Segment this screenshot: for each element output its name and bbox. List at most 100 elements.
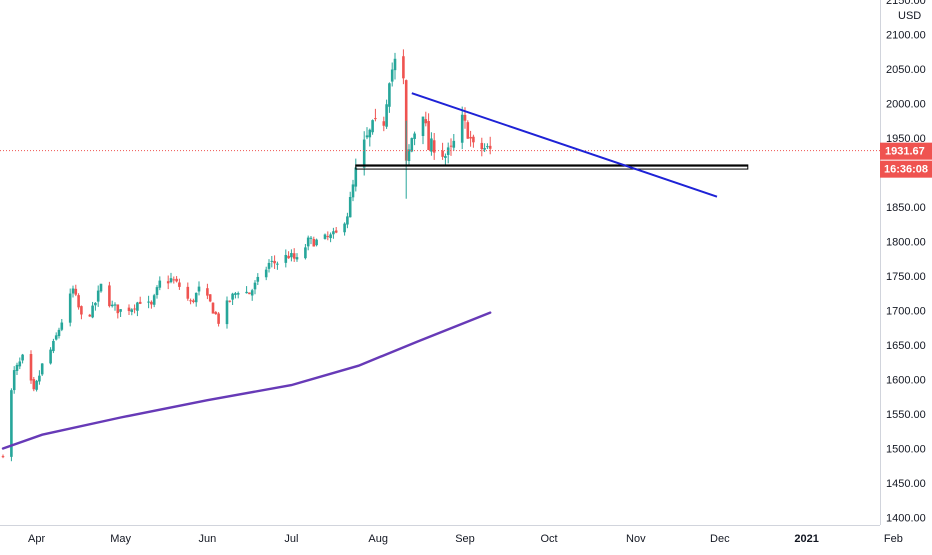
candle <box>152 293 156 308</box>
candle <box>374 108 377 122</box>
candle <box>15 362 19 376</box>
candle-body <box>119 309 122 312</box>
candle-body <box>343 223 346 233</box>
candle-body <box>208 294 212 302</box>
candle <box>49 347 52 365</box>
candle <box>130 308 134 316</box>
candle-body <box>127 307 131 312</box>
candle-body <box>40 363 44 375</box>
candle-body <box>99 283 103 292</box>
candle <box>287 251 290 259</box>
candle-body <box>57 329 61 337</box>
candle-body <box>326 236 330 238</box>
candle <box>54 332 58 341</box>
candle-body <box>421 116 425 136</box>
candle <box>225 296 229 329</box>
candle <box>469 130 472 147</box>
candle <box>488 136 492 155</box>
y-tick-label: 1600.00 <box>886 375 926 387</box>
countdown-tag-text: 16:36:08 <box>884 164 928 176</box>
candle-body <box>236 293 240 295</box>
candle-body <box>306 237 310 247</box>
candle <box>486 143 489 150</box>
x-tick-label: Apr <box>28 533 45 545</box>
y-tick-label: 1450.00 <box>886 478 926 490</box>
candle <box>133 304 136 314</box>
candle-body <box>424 119 428 124</box>
candle-body <box>365 135 369 138</box>
candle <box>245 286 248 294</box>
candle <box>351 179 355 202</box>
candle-body <box>116 304 120 314</box>
candle-body <box>463 114 467 121</box>
candle-body <box>480 142 484 150</box>
candle <box>108 281 111 308</box>
candle-body <box>74 288 78 295</box>
candle <box>192 298 195 304</box>
x-tick-label: Dec <box>710 533 730 545</box>
candle-body <box>206 288 209 296</box>
candle-body <box>1 456 5 458</box>
countdown-tag <box>880 160 932 178</box>
x-tick-label: 2021 <box>794 533 818 545</box>
candle <box>21 353 24 364</box>
candle-body <box>323 234 327 239</box>
candle-body <box>211 302 215 314</box>
drawings-layer[interactable] <box>0 92 880 198</box>
candle-body <box>273 260 276 264</box>
y-tick-label: 1800.00 <box>886 237 926 249</box>
candle-body <box>388 83 391 107</box>
candle <box>430 132 433 156</box>
last-price-tag-text: 1931.67 <box>885 146 925 158</box>
candle <box>68 288 72 327</box>
candle-body <box>334 230 338 233</box>
candle <box>362 131 366 176</box>
candle <box>236 291 240 299</box>
candle-body <box>21 354 24 361</box>
candle-body <box>94 302 97 306</box>
candle <box>276 261 279 270</box>
candle <box>175 276 178 283</box>
candle <box>432 132 436 160</box>
candle <box>52 338 55 354</box>
candle <box>248 292 251 295</box>
candle-body <box>178 282 181 287</box>
candle-body <box>413 133 416 139</box>
candle-body <box>267 262 271 269</box>
candle <box>80 305 83 320</box>
candle <box>172 276 176 284</box>
candle <box>273 255 276 269</box>
candle <box>390 62 394 87</box>
candle-body <box>309 237 313 239</box>
candle <box>234 291 237 299</box>
candle <box>214 310 218 315</box>
candle-body <box>382 121 386 126</box>
candle-body <box>385 104 388 127</box>
candle <box>332 227 335 239</box>
candle-body <box>88 314 92 317</box>
candle-body <box>427 121 430 150</box>
candle <box>253 280 257 295</box>
x-tick-label: Aug <box>368 533 388 545</box>
y-tick-label: 1650.00 <box>886 340 926 352</box>
candle <box>96 285 100 307</box>
candle <box>1 454 5 459</box>
y-tick-label: 1550.00 <box>886 409 926 421</box>
x-tick-label: Oct <box>540 533 557 545</box>
trendline <box>411 92 718 198</box>
y-tick-label: 1750.00 <box>886 271 926 283</box>
candle <box>155 285 159 299</box>
candle-body <box>91 305 94 318</box>
candle <box>444 153 447 167</box>
x-tick-label: Jun <box>199 533 217 545</box>
candle-body <box>346 216 349 225</box>
candle-body <box>158 280 162 288</box>
candle <box>407 144 411 165</box>
candle-body <box>270 260 274 262</box>
x-tick-label: May <box>110 533 131 545</box>
candle <box>382 116 386 132</box>
candle <box>136 301 139 317</box>
candle <box>40 363 44 376</box>
